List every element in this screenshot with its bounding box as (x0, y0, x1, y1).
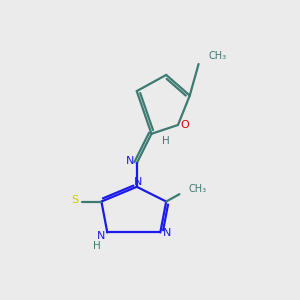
Text: CH₃: CH₃ (188, 184, 206, 194)
Text: O: O (180, 120, 189, 130)
Text: N: N (97, 231, 106, 241)
Text: N: N (134, 177, 142, 188)
Text: H: H (93, 241, 101, 251)
Text: H: H (162, 136, 170, 146)
Text: N: N (126, 156, 134, 166)
Text: S: S (71, 195, 79, 205)
Text: CH₃: CH₃ (209, 51, 227, 62)
Text: N: N (163, 228, 171, 238)
